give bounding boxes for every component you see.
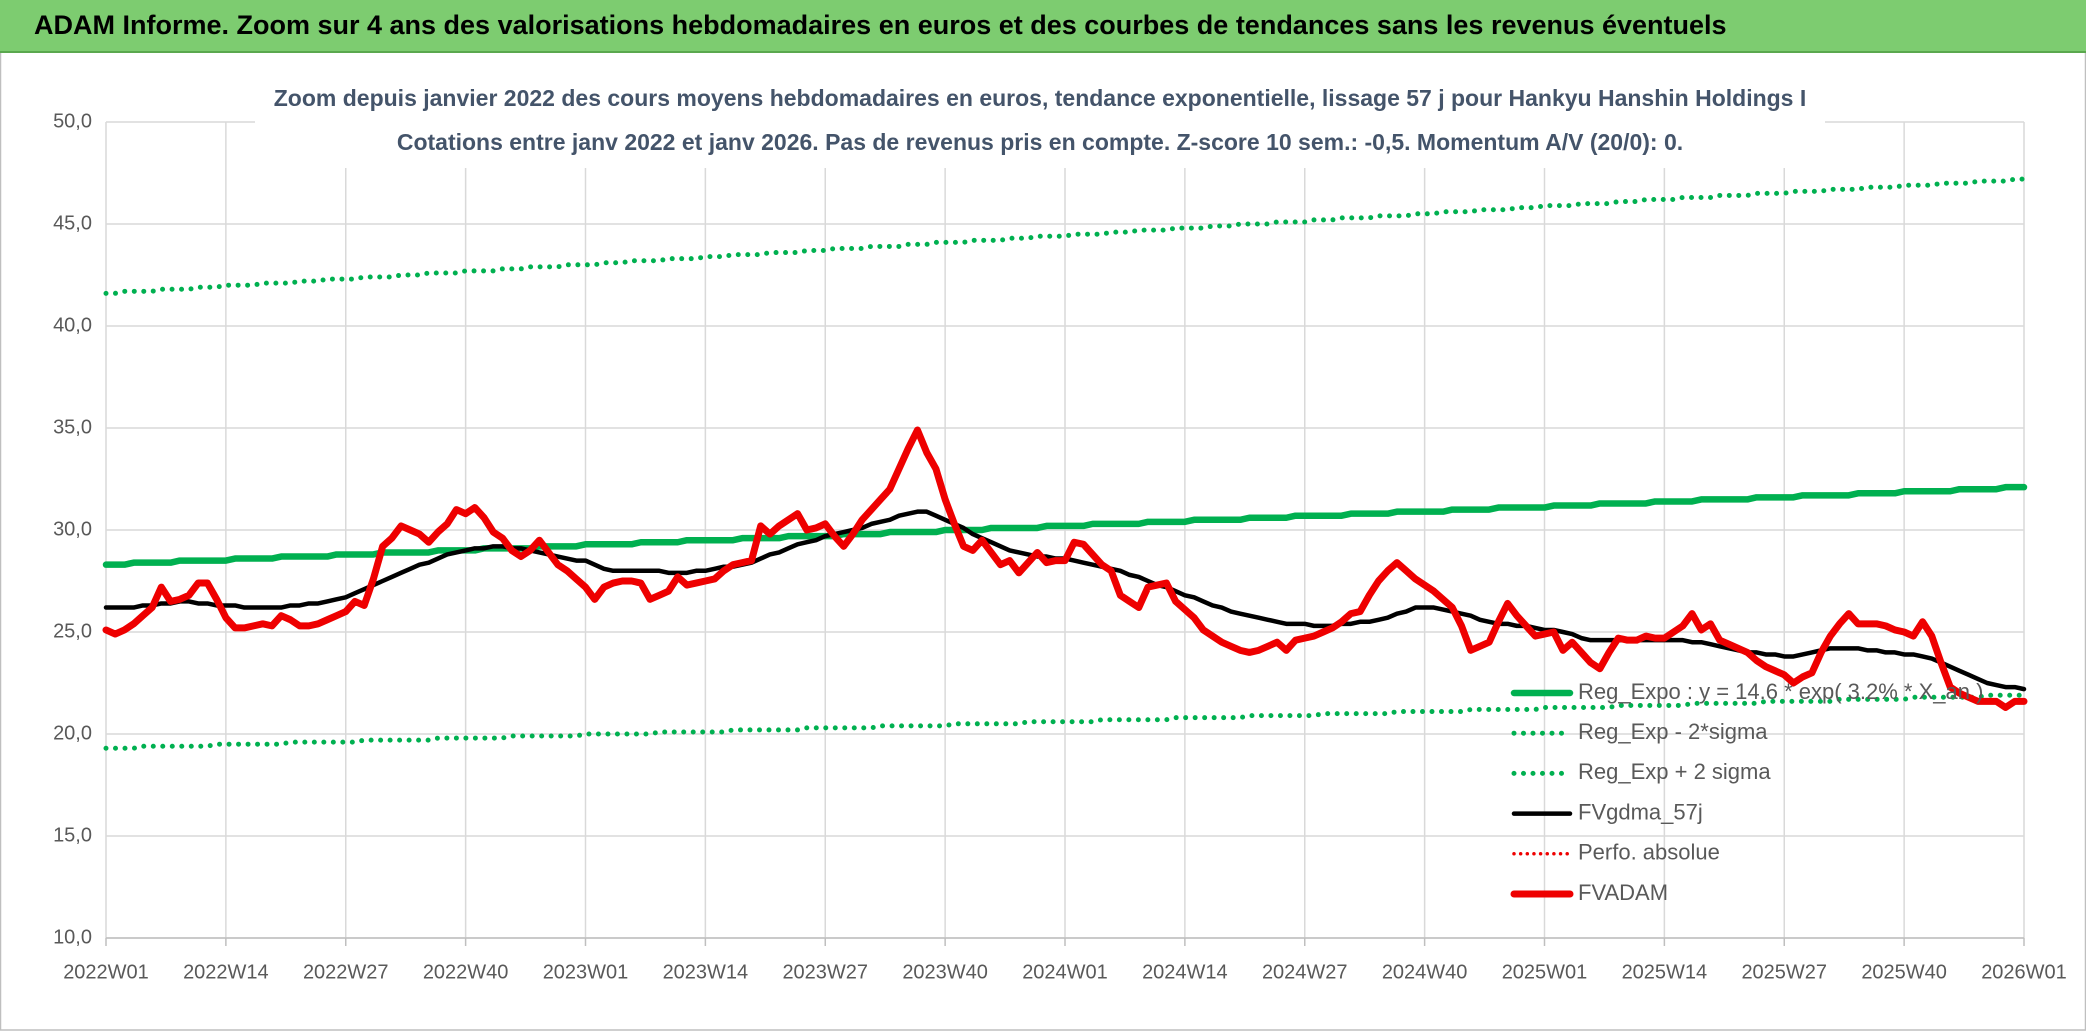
y-tick-label: 40,0: [53, 314, 92, 336]
x-tick-label: 2025W27: [1741, 961, 1827, 983]
y-tick-label: 20,0: [53, 722, 92, 744]
y-tick-label: 35,0: [53, 416, 92, 438]
y-tick-label: 30,0: [53, 518, 92, 540]
series-line: [103, 176, 2027, 296]
x-tick-label: 2024W27: [1262, 961, 1348, 983]
x-tick-label: 2025W40: [1861, 961, 1947, 983]
x-tick-label: 2022W27: [303, 961, 389, 983]
legend-label: Perfo. absolue: [1578, 840, 1720, 865]
legend-label: Reg_Expo : y = 14.6 * exp( 3.2% * X_an ): [1578, 679, 1983, 704]
legend-label: FVADAM: [1578, 880, 1668, 905]
legend-label: Reg_Exp - 2*sigma: [1578, 719, 1768, 744]
y-tick-label: 25,0: [53, 620, 92, 642]
x-tick-label: 2024W01: [1022, 961, 1108, 983]
title-bar: [0, 0, 2086, 52]
x-tick-label: 2024W40: [1382, 961, 1468, 983]
series-line: [102, 426, 2028, 711]
x-tick-label: 2022W14: [183, 961, 269, 983]
x-tick-label: 2025W01: [1502, 961, 1588, 983]
legend-label: Reg_Exp + 2 sigma: [1578, 759, 1771, 784]
y-tick-label: 50,0: [53, 110, 92, 132]
chart-title: ADAM Informe. Zoom sur 4 ans des valoris…: [34, 10, 1727, 40]
x-tick-label: 2026W01: [1981, 961, 2067, 983]
x-tick-label: 2023W14: [663, 961, 749, 983]
x-tick-label: 2023W01: [543, 961, 629, 983]
chart-subtitle: Zoom depuis janvier 2022 des cours moyen…: [274, 85, 1807, 111]
grid: [105, 121, 2025, 939]
legend: Reg_Expo : y = 14.6 * exp( 3.2% * X_an )…: [1510, 679, 1983, 905]
x-tick-label: 2023W40: [902, 961, 988, 983]
axes: 10,0 15,0 20,0 25,0 30,0 35,0 40,0 45,0 50,0 2022…: [53, 110, 2067, 983]
y-tick-label: 45,0: [53, 212, 92, 234]
x-tick-label: 2022W01: [63, 961, 149, 983]
y-tick-label: 15,0: [53, 824, 92, 846]
legend-label: FVgdma_57j: [1578, 799, 1703, 824]
x-tick-label: 2022W40: [423, 961, 509, 983]
subtitle-background: [255, 82, 1825, 168]
plot-lines: [102, 176, 2028, 751]
chart-subtitle: Cotations entre janv 2022 et janv 2026. …: [397, 129, 1683, 155]
series-line: [103, 692, 2027, 751]
series-line: [102, 483, 2028, 568]
x-tick-label: 2023W27: [782, 961, 868, 983]
x-tick-label: 2024W14: [1142, 961, 1228, 983]
y-tick-label: 10,0: [53, 926, 92, 948]
x-tick-label: 2025W14: [1622, 961, 1708, 983]
